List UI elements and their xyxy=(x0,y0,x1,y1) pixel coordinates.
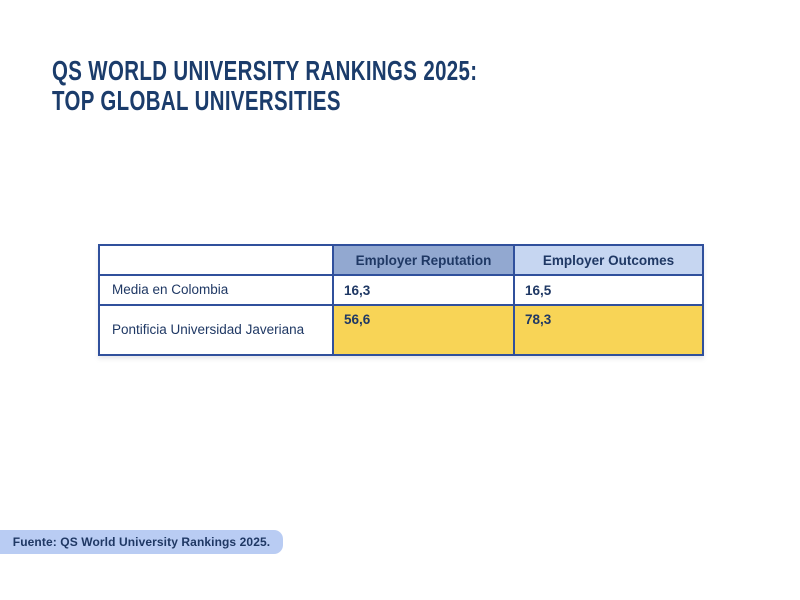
page-title: QS WORLD UNIVERSITY RANKINGS 2025: TOP G… xyxy=(52,56,477,116)
table-row-media-en-colombia: Media en Colombia 16,3 16,5 xyxy=(99,275,703,305)
title-line-1: QS WORLD UNIVERSITY RANKINGS 2025: xyxy=(52,56,477,86)
table-row-pontificia-javeriana: Pontificia Universidad Javeriana 56,6 78… xyxy=(99,305,703,355)
corner-cell xyxy=(99,245,333,275)
rankings-table: Employer Reputation Employer Outcomes Me… xyxy=(98,244,704,356)
title-line-2: TOP GLOBAL UNIVERSITIES xyxy=(52,86,477,116)
source-note-text: Fuente: QS World University Rankings 202… xyxy=(13,535,270,549)
row-label-cell: Media en Colombia xyxy=(99,275,333,305)
value-cell-outcomes: 16,5 xyxy=(514,275,703,305)
table-header-row: Employer Reputation Employer Outcomes xyxy=(99,245,703,275)
value-cell-outcomes-highlighted: 78,3 xyxy=(514,305,703,355)
column-header-employer-outcomes: Employer Outcomes xyxy=(514,245,703,275)
value-cell-reputation-highlighted: 56,6 xyxy=(333,305,514,355)
value-cell-reputation: 16,3 xyxy=(333,275,514,305)
column-header-employer-reputation: Employer Reputation xyxy=(333,245,514,275)
table-header: Employer Reputation Employer Outcomes xyxy=(99,245,703,275)
source-note-badge: Fuente: QS World University Rankings 202… xyxy=(0,530,283,554)
row-label-cell: Pontificia Universidad Javeriana xyxy=(99,305,333,355)
slide-canvas: QS WORLD UNIVERSITY RANKINGS 2025: TOP G… xyxy=(0,0,800,600)
